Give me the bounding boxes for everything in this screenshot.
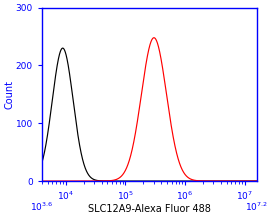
X-axis label: SLC12A9-Alexa Fluor 488: SLC12A9-Alexa Fluor 488: [88, 204, 211, 214]
Y-axis label: Count: Count: [4, 80, 14, 109]
Text: $10^{7.2}$: $10^{7.2}$: [245, 201, 268, 213]
Text: $10^{3.6}$: $10^{3.6}$: [30, 201, 54, 213]
